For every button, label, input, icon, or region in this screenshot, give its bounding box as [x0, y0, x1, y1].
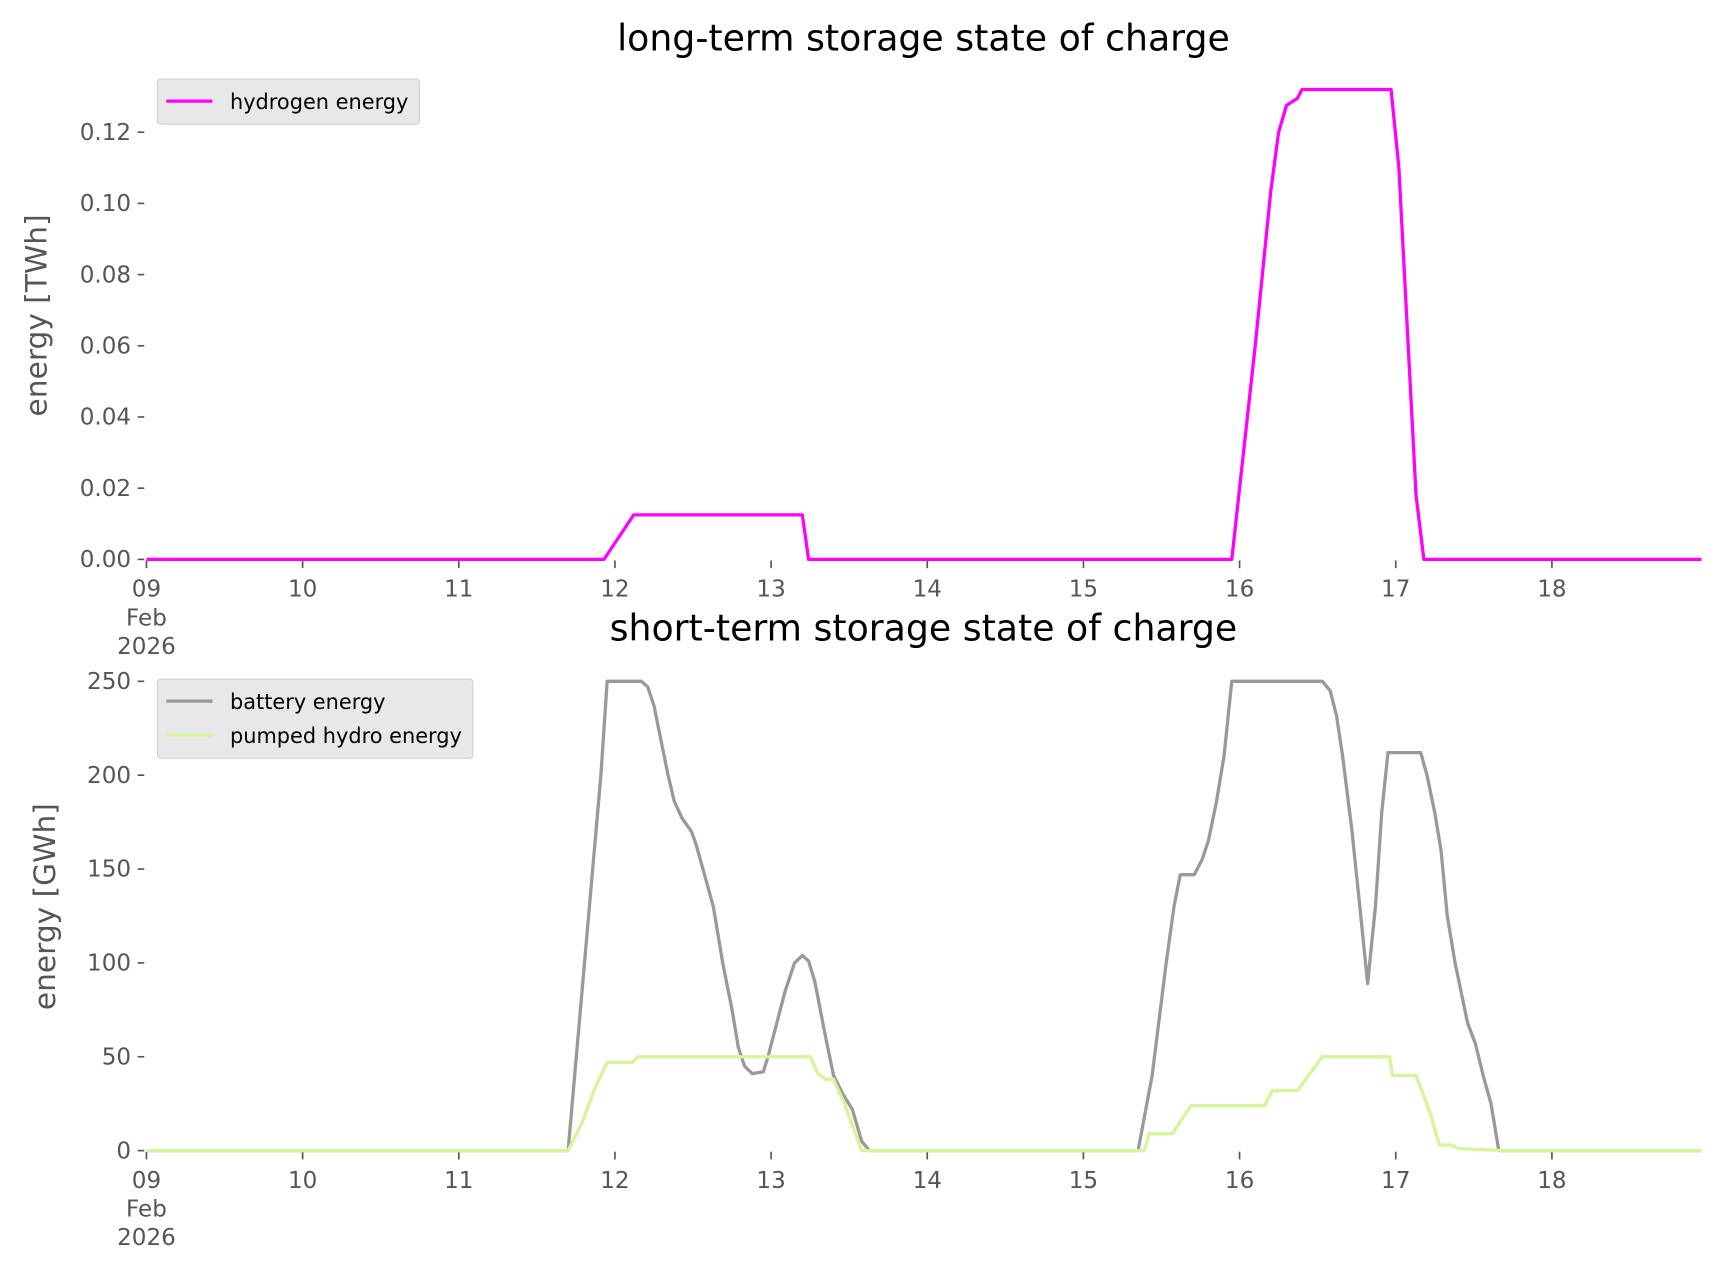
legend-box [156, 78, 420, 125]
x-tick-label: 17 [1381, 577, 1410, 603]
x-tick-label-line: 09 [132, 577, 161, 603]
y-tick-label: 0.08 [80, 262, 131, 288]
series-line [146, 1055, 1702, 1153]
chart-title: long-term storage state of charge [617, 17, 1230, 60]
y-axis-label: energy [GWh] [27, 803, 62, 1010]
x-tick-label: 09 Feb 2026 [117, 577, 176, 660]
x-tick-label: 16 [1225, 577, 1254, 603]
x-tick-label: 12 [600, 577, 629, 603]
x-tick-label: 12 [600, 1168, 629, 1194]
y-tick-label: 100 [87, 951, 131, 977]
y-tick-label: 200 [87, 763, 131, 789]
x-tick-label: 15 [1069, 1168, 1098, 1194]
x-tick-label: 18 [1537, 577, 1566, 603]
series-line [146, 87, 1702, 562]
series-line [146, 679, 1702, 1153]
x-tick-label-line: 2026 [117, 634, 176, 660]
y-tick-label: 0.00 [80, 547, 131, 573]
y-axis-label: energy [TWh] [18, 214, 53, 416]
x-tick-label: 13 [756, 577, 785, 603]
legend-label: hydrogen energy [230, 90, 408, 114]
x-tick-label-line: Feb [126, 605, 167, 631]
legend-box [156, 678, 474, 759]
y-tick-label: 150 [87, 857, 131, 883]
y-tick-label: 0 [116, 1138, 131, 1164]
x-tick-label: 15 [1069, 577, 1098, 603]
x-tick-label: 18 [1537, 1168, 1566, 1194]
legend-label: pumped hydro energy [230, 724, 462, 748]
x-tick-label: 10 [288, 577, 317, 603]
x-tick-label-line: 09 [132, 1168, 161, 1194]
y-tick-label: 0.12 [80, 120, 131, 146]
y-tick-label: 250 [87, 669, 131, 695]
x-tick-label: 10 [288, 1168, 317, 1194]
x-tick-label: 09 Feb 2026 [117, 1168, 176, 1251]
x-tick-label-line: 2026 [117, 1225, 176, 1251]
x-tick-label: 11 [444, 1168, 473, 1194]
x-tick-label-line: Feb [126, 1197, 167, 1223]
y-tick-label: 0.04 [80, 405, 131, 431]
x-tick-label: 14 [913, 1168, 942, 1194]
y-tick-label: 0.06 [80, 333, 131, 359]
x-tick-label: 13 [756, 1168, 785, 1194]
y-tick-label: 0.02 [80, 476, 131, 502]
x-tick-label: 14 [913, 577, 942, 603]
x-tick-label: 16 [1225, 1168, 1254, 1194]
y-tick-label: 0.10 [80, 191, 131, 217]
x-tick-label: 17 [1381, 1168, 1410, 1194]
legend-label: battery energy [230, 690, 386, 714]
chart-title: short-term storage state of charge [610, 607, 1238, 650]
x-tick-label: 11 [444, 577, 473, 603]
y-tick-label: 50 [102, 1044, 131, 1070]
